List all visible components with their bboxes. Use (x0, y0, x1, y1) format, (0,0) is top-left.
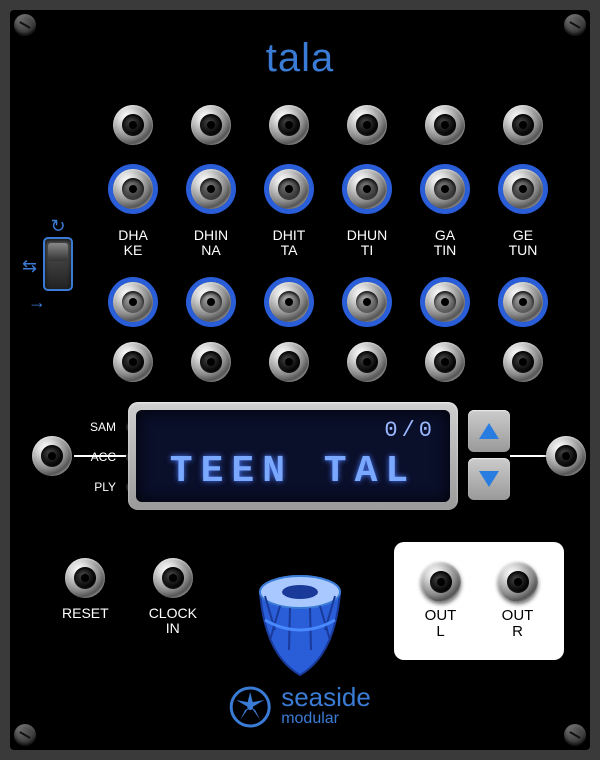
jack-trig-b3[interactable] (269, 282, 309, 322)
brand-sub: modular (281, 710, 371, 728)
jack-trig-1[interactable] (113, 169, 153, 209)
forward-icon: → (28, 292, 46, 313)
tabla-icon (255, 570, 345, 680)
brand-name: seaside (281, 686, 371, 709)
display-frame: 0/0 TEEN TAL (128, 402, 458, 510)
out-l-label: OUT L (425, 608, 457, 641)
jack-out-6[interactable] (503, 105, 543, 145)
jack-out-b2[interactable] (191, 342, 231, 382)
clock-in-jack[interactable] (153, 558, 193, 598)
loop-back-icon: ↻ (28, 216, 88, 237)
jack-trig-b1[interactable] (113, 282, 153, 322)
jack-trig-b4[interactable] (347, 282, 387, 322)
led-label-sam: SAM (82, 420, 116, 434)
jack-trig-5[interactable] (425, 169, 465, 209)
up-button[interactable] (468, 410, 510, 452)
lcd-counter: 0/0 (384, 418, 436, 443)
module-title: tala (10, 36, 590, 81)
switch-nub (48, 243, 68, 261)
clock-in-label: CLOCK IN (149, 606, 197, 637)
down-button[interactable] (468, 458, 510, 500)
drum-label-6: GETUN (497, 228, 549, 259)
output-box: OUT L OUT R (394, 542, 564, 660)
screw-icon (564, 724, 586, 746)
jack-out-b4[interactable] (347, 342, 387, 382)
lcd-main-text: TEEN TAL (136, 450, 450, 493)
jack-out-4[interactable] (347, 105, 387, 145)
display-cv-jack-l[interactable] (32, 436, 72, 476)
shuffle-icon: ⇆ (22, 256, 37, 277)
triangle-down-icon (479, 471, 499, 487)
starfish-icon (229, 686, 271, 728)
out-r-label: OUT R (502, 608, 534, 641)
jack-out-2[interactable] (191, 105, 231, 145)
led-label-ply: PLY (82, 480, 116, 494)
drum-label-4: DHUNTI (341, 228, 393, 259)
drum-label-2: DHINNA (185, 228, 237, 259)
module-panel: tala DHAKE DHINNA (10, 10, 590, 750)
direction-switch[interactable] (43, 237, 73, 291)
jack-trig-4[interactable] (347, 169, 387, 209)
jack-trig-b2[interactable] (191, 282, 231, 322)
out-l-jack[interactable] (421, 562, 461, 602)
jack-out-b3[interactable] (269, 342, 309, 382)
display-buttons (468, 410, 510, 500)
led-label-acc: ACC (82, 450, 116, 464)
jack-trig-b5[interactable] (425, 282, 465, 322)
drum-label-5: GATIN (419, 228, 471, 259)
display-cv-jack-r[interactable] (546, 436, 586, 476)
jack-out-b5[interactable] (425, 342, 465, 382)
jack-trig-6[interactable] (503, 169, 543, 209)
out-r-jack[interactable] (498, 562, 538, 602)
line-decor (510, 455, 550, 457)
jack-trig-b6[interactable] (503, 282, 543, 322)
reset-label: RESET (62, 606, 109, 621)
screw-icon (564, 14, 586, 36)
brand-logo: seaside modular (229, 686, 371, 728)
screw-icon (14, 724, 36, 746)
direction-switch-block: ↻ ⇆ → (28, 216, 88, 316)
jack-out-1[interactable] (113, 105, 153, 145)
drum-labels: DHAKE DHINNA DHITTA DHUNTI GATIN GETUN (110, 228, 546, 259)
jack-trig-3[interactable] (269, 169, 309, 209)
screw-icon (14, 14, 36, 36)
jack-out-3[interactable] (269, 105, 309, 145)
jack-out-b6[interactable] (503, 342, 543, 382)
jack-trig-2[interactable] (191, 169, 231, 209)
reset-jack[interactable] (65, 558, 105, 598)
drum-label-1: DHAKE (107, 228, 159, 259)
jack-out-b1[interactable] (113, 342, 153, 382)
triangle-up-icon (479, 423, 499, 439)
drum-label-3: DHITTA (263, 228, 315, 259)
bottom-jack-row: RESET CLOCK IN (62, 558, 197, 637)
lcd-screen: 0/0 TEEN TAL (136, 410, 450, 502)
jack-out-5[interactable] (425, 105, 465, 145)
